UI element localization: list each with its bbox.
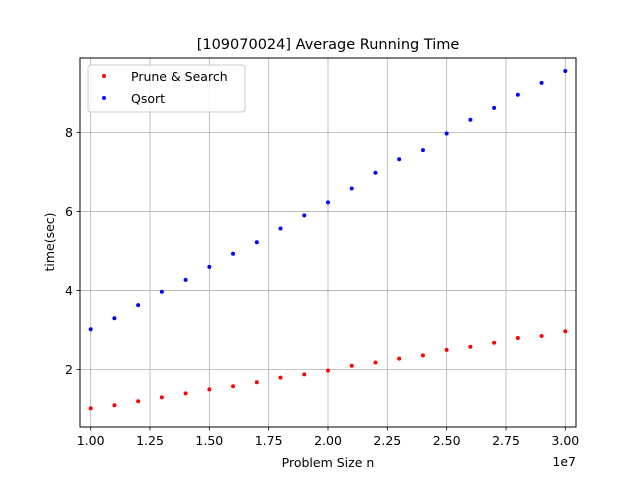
- data-point-qsort: [397, 157, 402, 162]
- y-tick-label: 6: [65, 204, 73, 219]
- y-tick-label: 2: [65, 362, 73, 377]
- data-point-prune-search: [207, 387, 212, 392]
- legend-marker-prune-search: [102, 74, 106, 78]
- y-tick-label: 8: [65, 125, 73, 140]
- data-point-prune-search: [112, 403, 117, 408]
- data-point-qsort: [159, 289, 164, 294]
- data-point-qsort: [112, 316, 117, 321]
- data-point-prune-search: [136, 399, 141, 404]
- data-point-prune-search: [492, 340, 497, 345]
- y-tick-label: 4: [65, 283, 73, 298]
- legend: Prune & Search Qsort: [87, 64, 246, 113]
- data-point-qsort: [515, 92, 520, 97]
- chart-title: [109070024] Average Running Time: [197, 37, 460, 53]
- data-point-qsort: [373, 170, 378, 175]
- data-point-qsort: [349, 186, 354, 191]
- data-point-prune-search: [373, 360, 378, 365]
- data-point-qsort: [539, 80, 544, 85]
- x-tick-label: 1.00: [77, 433, 105, 448]
- data-point-prune-search: [444, 347, 449, 352]
- data-point-qsort: [278, 226, 283, 231]
- data-point-qsort: [231, 251, 236, 256]
- x-axis-ticks: 1.00 1.25 1.50 1.75 2.00 2.25 2.50 2.75 3.00: [77, 427, 579, 448]
- legend-label-prune-search: Prune & Search: [131, 69, 228, 84]
- x-tick-label: 1.75: [255, 433, 283, 448]
- data-point-qsort: [444, 131, 449, 136]
- data-point-prune-search: [231, 384, 236, 389]
- x-axis-label: Problem Size n: [282, 455, 375, 470]
- data-point-prune-search: [326, 368, 330, 373]
- data-point-prune-search: [302, 372, 307, 377]
- legend-marker-qsort: [102, 96, 106, 100]
- x-tick-label: 1.50: [195, 433, 223, 448]
- data-point-prune-search: [278, 375, 283, 380]
- data-point-qsort: [326, 200, 330, 205]
- data-point-qsort: [88, 327, 93, 332]
- data-point-prune-search: [88, 406, 93, 411]
- x-tick-label: 2.00: [314, 433, 342, 448]
- data-point-prune-search: [159, 395, 164, 400]
- y-axis-ticks: 2 4 6 8: [65, 125, 80, 377]
- legend-box: [87, 64, 246, 113]
- x-tick-label: 2.50: [433, 433, 461, 448]
- x-tick-label: 2.75: [492, 433, 520, 448]
- data-point-prune-search: [515, 336, 520, 341]
- data-point-prune-search: [254, 380, 259, 385]
- data-point-prune-search: [349, 363, 354, 368]
- data-point-qsort: [492, 105, 497, 110]
- data-point-qsort: [468, 117, 473, 122]
- data-point-qsort: [563, 69, 568, 74]
- data-point-prune-search: [563, 329, 568, 334]
- legend-label-qsort: Qsort: [131, 91, 165, 106]
- data-point-prune-search: [183, 391, 188, 396]
- x-tick-label: 1.25: [136, 433, 164, 448]
- x-axis-offset-label: 1e7: [552, 454, 576, 469]
- y-axis-label: time(sec): [42, 212, 57, 271]
- data-point-qsort: [183, 277, 188, 282]
- data-point-prune-search: [468, 344, 473, 349]
- data-point-qsort: [254, 240, 259, 245]
- data-points: [88, 69, 568, 411]
- x-tick-label: 3.00: [551, 433, 579, 448]
- data-point-qsort: [420, 148, 425, 153]
- x-tick-label: 2.25: [373, 433, 401, 448]
- data-point-prune-search: [420, 353, 425, 358]
- data-point-qsort: [207, 264, 212, 269]
- data-point-qsort: [136, 303, 141, 308]
- data-point-prune-search: [539, 334, 544, 339]
- data-point-qsort: [302, 213, 307, 218]
- data-point-prune-search: [397, 356, 402, 361]
